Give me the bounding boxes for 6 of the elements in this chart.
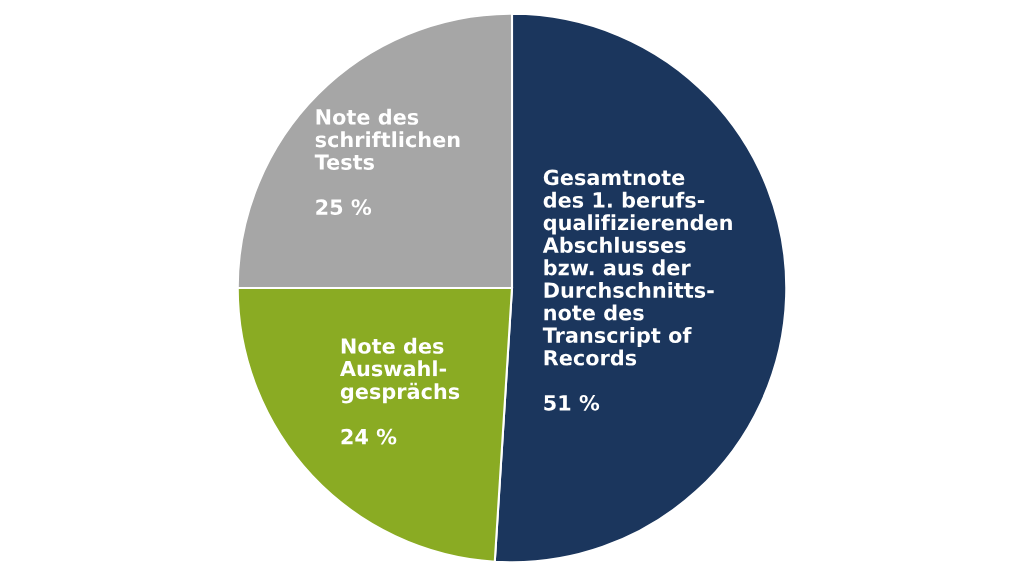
category-label: Gesamtnote des 1. berufs- qualifizierenden Abschlusses bzw. aus der Durchschnitts- note des Transcript of Records <box>542 169 732 366</box>
slice-label: Note des schriftlichen Tests <box>314 108 460 170</box>
slice-label: Note des Auswahl- gesprächs <box>340 337 460 404</box>
data-label: 25 % <box>316 199 372 215</box>
data-label: 24 % <box>341 428 397 445</box>
data-label: 51 % <box>544 394 600 411</box>
